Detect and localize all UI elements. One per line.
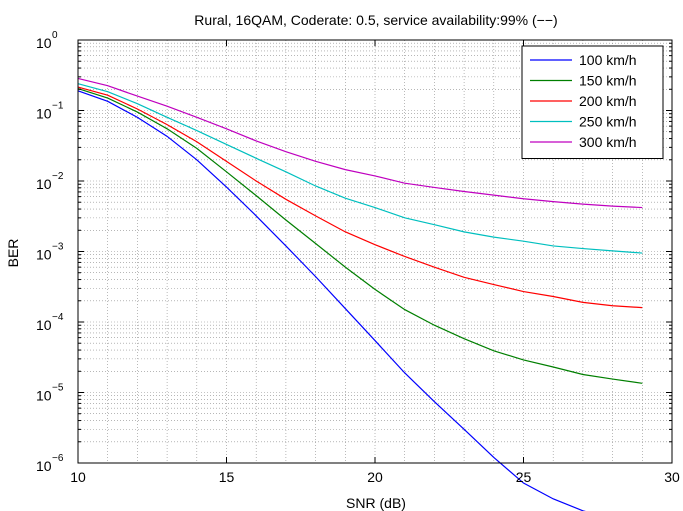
axis-ticks — [77, 39, 673, 464]
series-line — [77, 83, 643, 254]
y-tick-label: 10 — [36, 388, 52, 404]
series-line — [77, 90, 586, 511]
legend-label: 300 km/h — [579, 134, 637, 150]
x-tick-labels: 10 15 20 25 30 — [70, 469, 680, 485]
y-tick-exponent: −6 — [52, 453, 64, 464]
series-line — [77, 87, 643, 384]
x-tick-label: 25 — [516, 469, 532, 485]
legend-label: 150 km/h — [579, 73, 637, 89]
legend-label: 200 km/h — [579, 93, 637, 109]
y-tick-exponent: −3 — [52, 242, 64, 253]
y-tick-exponent: −5 — [52, 383, 64, 394]
y-tick-label: 10 — [36, 35, 52, 51]
y-tick-exponent: −2 — [52, 171, 64, 182]
series-line — [77, 86, 643, 309]
legend-label: 250 km/h — [579, 114, 637, 130]
y-tick-label: 10 — [36, 247, 52, 263]
y-tick-exponent: 0 — [52, 30, 58, 41]
x-axis-label: SNR (dB) — [346, 495, 406, 511]
legend-box — [521, 45, 664, 159]
legend: 100 km/h 150 km/h 200 km/h 250 km/h 300 km/h — [521, 45, 664, 159]
y-tick-label: 10 — [36, 458, 52, 474]
y-axis-label: BER — [5, 239, 21, 268]
series-lines — [77, 77, 643, 511]
chart-title: Rural, 16QAM, Coderate: 0.5, service ava… — [194, 12, 557, 28]
y-tick-label: 10 — [36, 106, 52, 122]
y-tick-label: 10 — [36, 176, 52, 192]
y-tick-exponent: −4 — [52, 312, 64, 323]
series-line — [77, 77, 643, 209]
x-tick-label: 15 — [219, 469, 235, 485]
legend-label: 100 km/h — [579, 52, 637, 68]
y-tick-exponent: −1 — [52, 101, 64, 112]
x-tick-label: 20 — [367, 469, 383, 485]
x-tick-label: 30 — [664, 469, 680, 485]
x-tick-label: 10 — [70, 469, 86, 485]
y-tick-label: 10 — [36, 317, 52, 333]
